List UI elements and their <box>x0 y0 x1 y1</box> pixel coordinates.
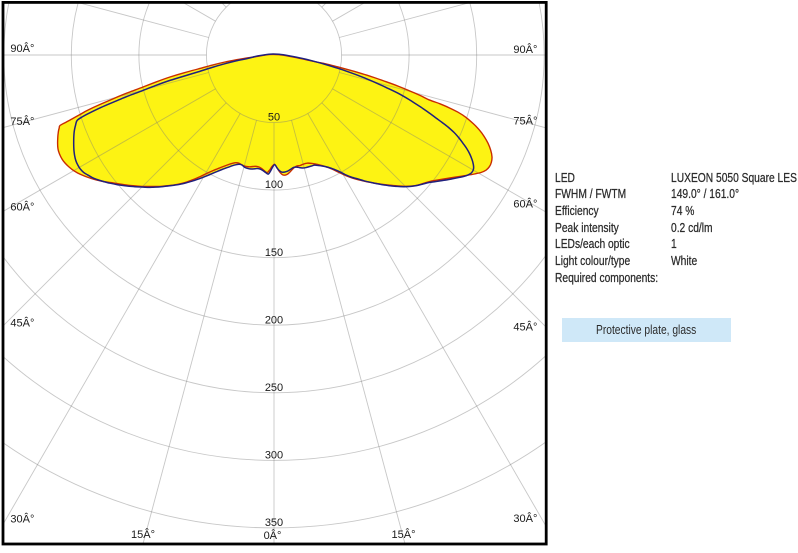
svg-text:45Â°: 45Â° <box>513 321 537 334</box>
svg-text:60Â°: 60Â° <box>513 198 537 211</box>
svg-text:350: 350 <box>265 517 283 529</box>
svg-text:250: 250 <box>265 382 283 394</box>
svg-text:75Â°: 75Â° <box>513 114 537 127</box>
svg-text:150: 150 <box>265 247 283 259</box>
svg-text:30Â°: 30Â° <box>10 512 34 525</box>
svg-text:30Â°: 30Â° <box>513 512 537 525</box>
svg-text:15Â°: 15Â° <box>392 528 416 541</box>
svg-text:75Â°: 75Â° <box>10 115 34 128</box>
svg-text:300: 300 <box>265 450 283 462</box>
svg-text:90Â°: 90Â° <box>513 43 537 56</box>
svg-text:60Â°: 60Â° <box>10 201 34 214</box>
svg-text:50: 50 <box>268 112 280 124</box>
svg-text:0Â°: 0Â° <box>264 529 282 542</box>
svg-text:200: 200 <box>265 314 283 326</box>
svg-text:100: 100 <box>265 179 283 191</box>
svg-text:45Â°: 45Â° <box>10 317 34 330</box>
svg-text:90Â°: 90Â° <box>10 42 34 55</box>
svg-text:15Â°: 15Â° <box>131 528 155 541</box>
